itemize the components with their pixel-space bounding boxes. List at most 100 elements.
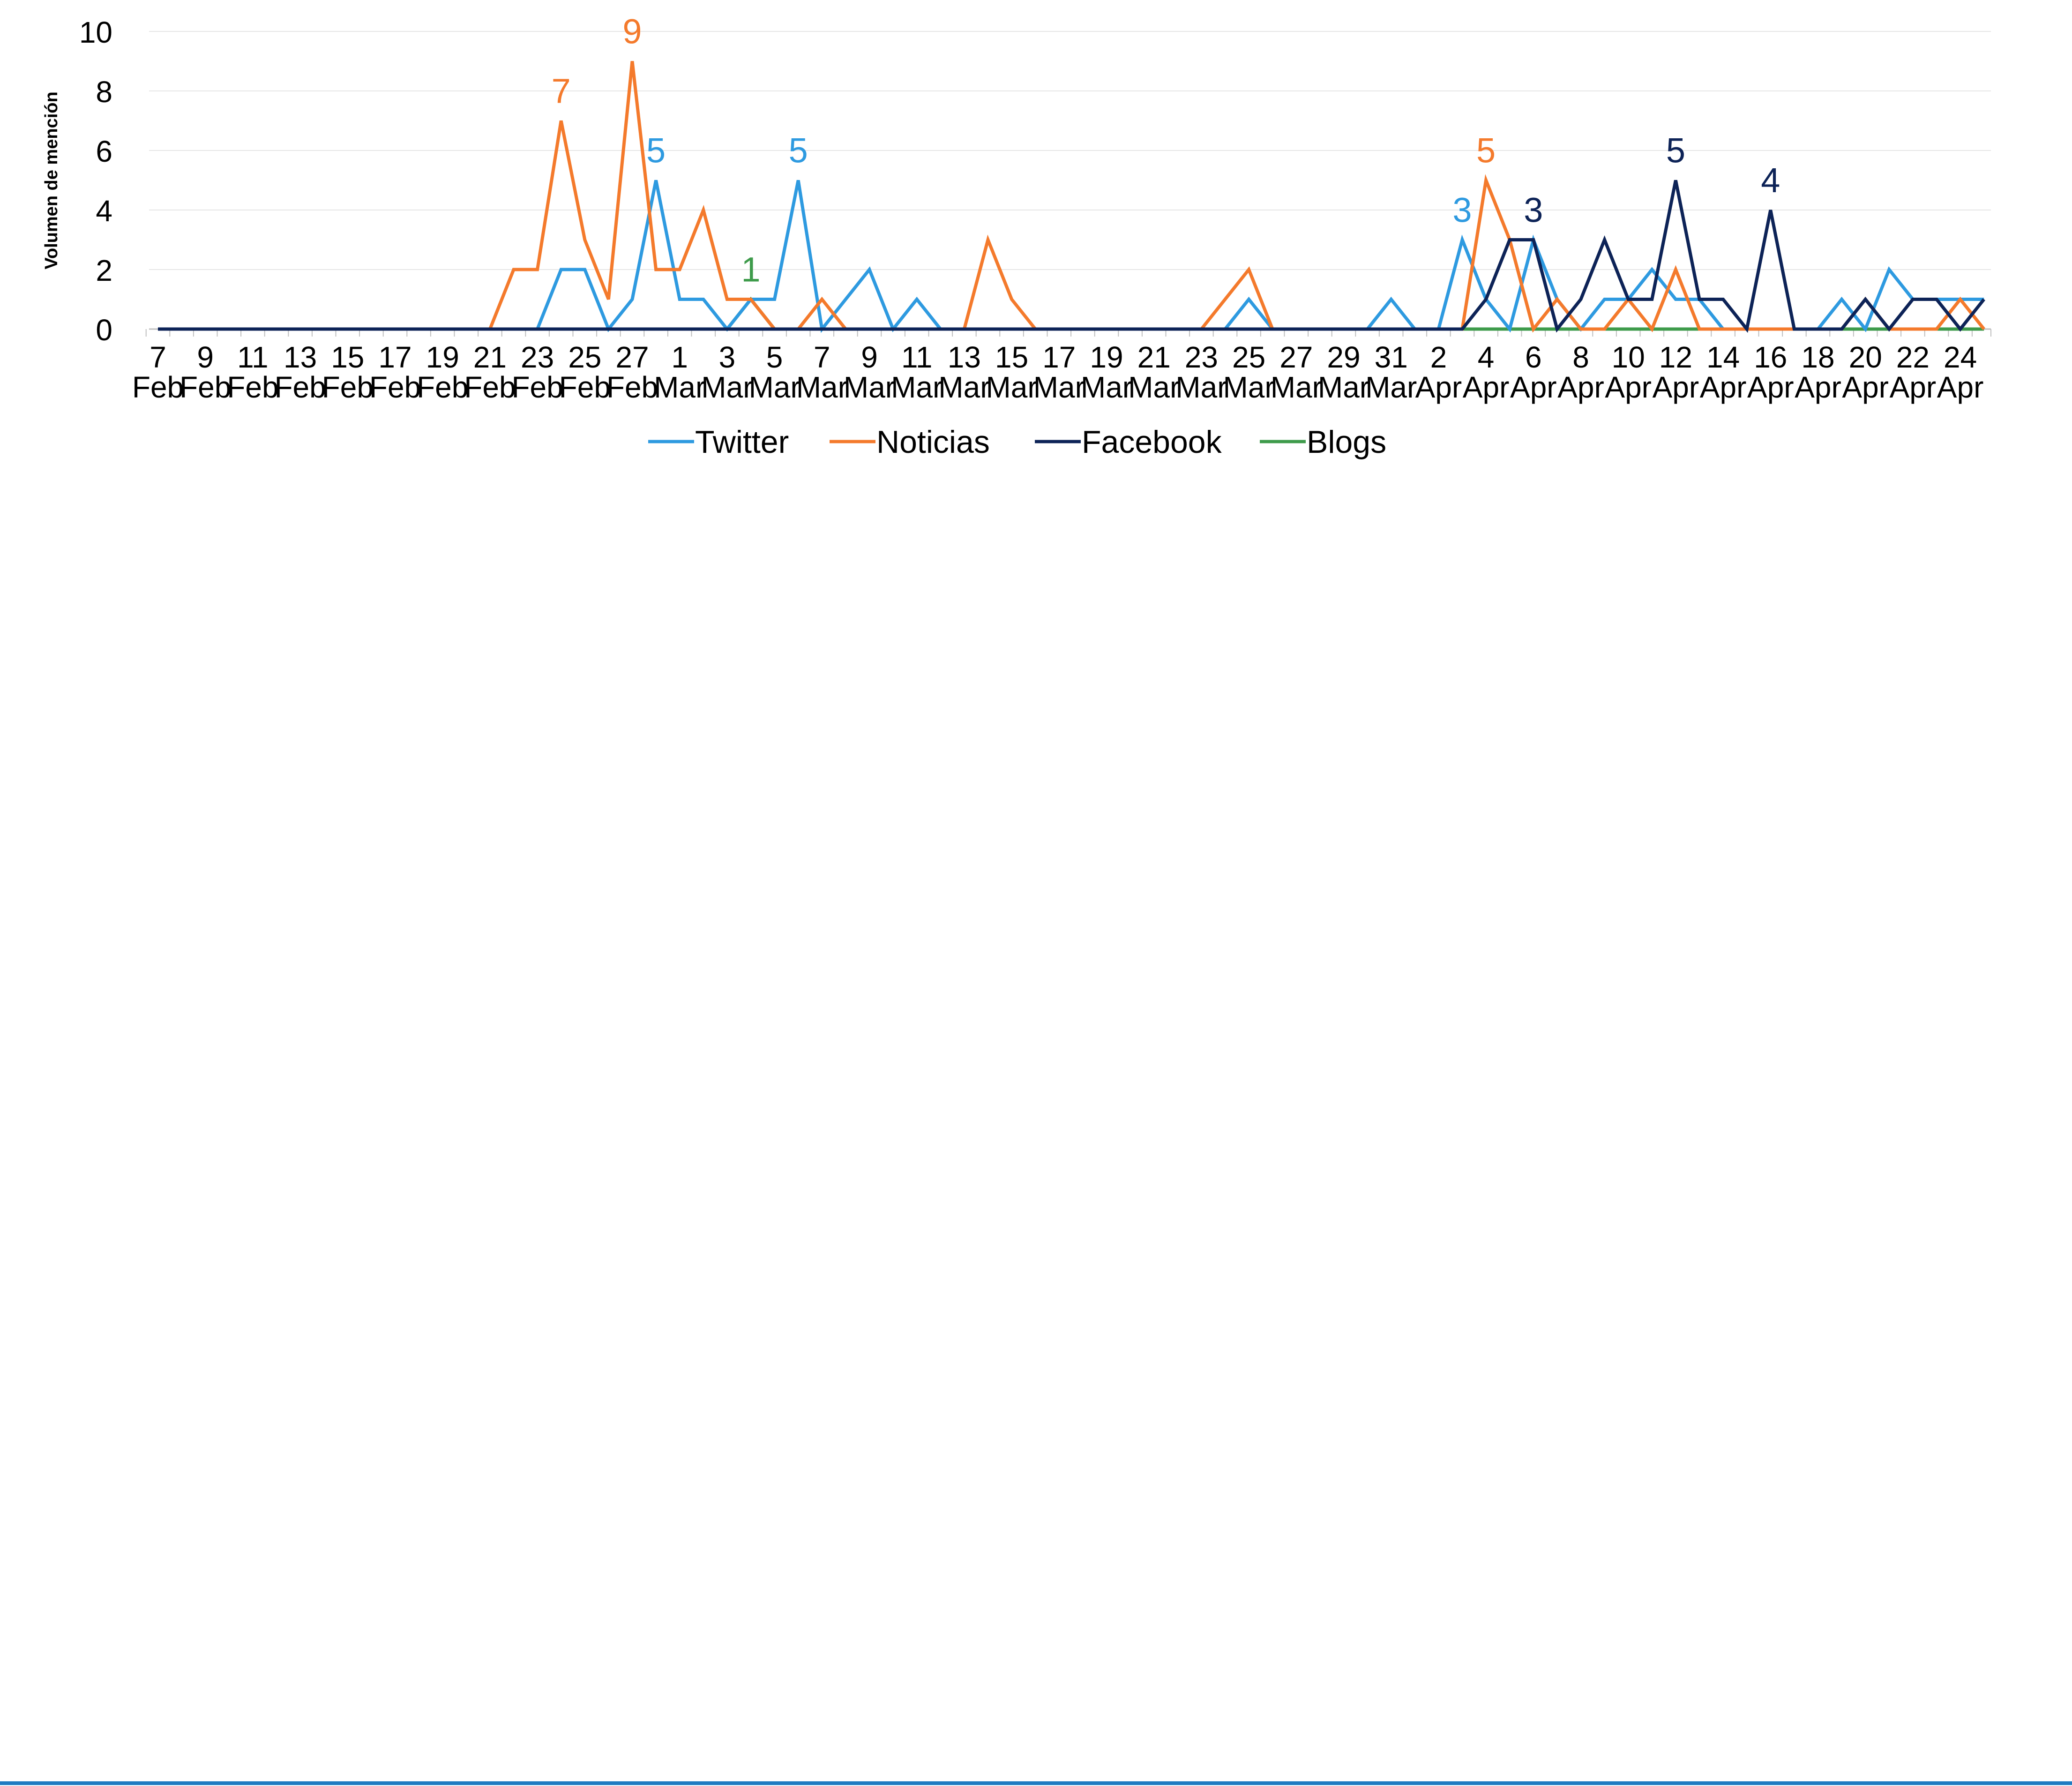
x-tick-month: Mar xyxy=(1223,370,1274,404)
x-tick-day: 11 xyxy=(901,340,932,374)
x-tick-month: Mar xyxy=(701,370,753,404)
x-tick-day: 7 xyxy=(150,340,166,374)
x-tick-month: Mar xyxy=(1318,370,1369,404)
y-axis-title: Volumen de mención xyxy=(42,91,61,269)
x-tick-month: Feb xyxy=(464,370,516,404)
x-tick-day: 4 xyxy=(1478,340,1495,374)
x-tick-month: Feb xyxy=(369,370,421,404)
x-tick-month: Feb xyxy=(322,370,374,404)
legend: Twitter Noticias Facebook Blogs xyxy=(648,424,1386,460)
x-tick-month: Mar xyxy=(1033,370,1085,404)
x-tick-month: Feb xyxy=(180,370,231,404)
x-tick-day: 12 xyxy=(1659,340,1692,374)
x-tick-month: Mar xyxy=(1271,370,1322,404)
x-tick-month: Apr xyxy=(1415,370,1462,404)
series-line-facebook xyxy=(158,180,1985,333)
x-tick-month: Feb xyxy=(274,370,326,404)
x-tick-month: Apr xyxy=(1605,370,1652,404)
x-tick-month: Apr xyxy=(1795,370,1841,404)
x-tick-day: 15 xyxy=(995,340,1028,374)
x-tick-day: 9 xyxy=(197,340,214,374)
x-tick-day: 15 xyxy=(331,340,364,374)
x-axis-ticks: 7Feb9Feb11Feb13Feb15Feb17Feb19Feb21Feb23… xyxy=(132,329,1991,404)
x-tick-day: 27 xyxy=(1279,340,1313,374)
x-tick-day: 11 xyxy=(237,340,268,374)
x-tick-month: Apr xyxy=(1463,370,1510,404)
x-tick-day: 5 xyxy=(766,340,783,374)
x-tick-month: Mar xyxy=(938,370,990,404)
x-tick-month: Mar xyxy=(796,370,848,404)
x-tick-month: Apr xyxy=(1557,370,1604,404)
x-tick-day: 17 xyxy=(378,340,411,374)
x-tick-day: 27 xyxy=(615,340,649,374)
x-tick-day: 7 xyxy=(814,340,830,374)
x-tick-month: Mar xyxy=(1365,370,1417,404)
x-tick-month: Feb xyxy=(417,370,468,404)
data-label-facebook: 4 xyxy=(1761,161,1780,200)
x-tick-month: Feb xyxy=(511,370,563,404)
data-label-twitter: 3 xyxy=(1452,191,1472,230)
x-tick-month: Feb xyxy=(132,370,184,404)
x-tick-month: Apr xyxy=(1890,370,1937,404)
x-tick-day: 8 xyxy=(1572,340,1589,374)
gridlines xyxy=(149,31,1991,270)
data-label-twitter: 5 xyxy=(789,131,808,170)
x-tick-day: 9 xyxy=(861,340,878,374)
x-tick-month: Mar xyxy=(1128,370,1180,404)
legend-label-blogs: Blogs xyxy=(1307,424,1386,460)
x-tick-day: 13 xyxy=(948,340,981,374)
data-label-noticias: 9 xyxy=(622,12,642,51)
x-tick-month: Mar xyxy=(1175,370,1227,404)
x-tick-month: Mar xyxy=(654,370,705,404)
data-label-noticias: 7 xyxy=(552,72,571,111)
x-tick-month: Apr xyxy=(1510,370,1557,404)
x-tick-day: 6 xyxy=(1525,340,1542,374)
x-tick-month: Mar xyxy=(1081,370,1132,404)
x-tick-month: Mar xyxy=(891,370,942,404)
x-tick-day: 1 xyxy=(671,340,688,374)
x-tick-day: 31 xyxy=(1375,340,1408,374)
legend-label-facebook: Facebook xyxy=(1082,424,1222,460)
legend-label-twitter: Twitter xyxy=(695,424,789,460)
x-tick-month: Feb xyxy=(559,370,611,404)
x-tick-month: Feb xyxy=(606,370,658,404)
data-label-blogs: 1 xyxy=(741,250,760,289)
x-tick-day: 21 xyxy=(473,340,507,374)
x-tick-day: 23 xyxy=(1185,340,1218,374)
y-tick-label: 2 xyxy=(96,254,112,287)
y-tick-label: 6 xyxy=(96,135,112,168)
x-tick-day: 22 xyxy=(1896,340,1930,374)
x-tick-day: 19 xyxy=(426,340,459,374)
x-tick-month: Mar xyxy=(844,370,895,404)
series-line-noticias xyxy=(158,61,1985,333)
x-tick-day: 14 xyxy=(1706,340,1740,374)
x-tick-month: Apr xyxy=(1747,370,1794,404)
x-tick-day: 18 xyxy=(1801,340,1834,374)
y-tick-label: 10 xyxy=(79,15,112,49)
x-tick-month: Apr xyxy=(1700,370,1747,404)
series-lines xyxy=(158,61,1985,333)
x-tick-day: 20 xyxy=(1849,340,1882,374)
data-label-facebook: 5 xyxy=(1666,131,1685,170)
x-tick-day: 2 xyxy=(1430,340,1447,374)
x-tick-day: 17 xyxy=(1042,340,1076,374)
data-label-twitter: 5 xyxy=(646,131,666,170)
x-tick-day: 21 xyxy=(1137,340,1171,374)
y-tick-label: 0 xyxy=(96,313,112,347)
x-tick-month: Apr xyxy=(1937,370,1984,404)
x-tick-day: 13 xyxy=(284,340,317,374)
x-tick-month: Apr xyxy=(1842,370,1889,404)
x-tick-day: 25 xyxy=(1232,340,1265,374)
y-axis-ticks: 0 2 4 6 8 10 xyxy=(79,15,112,347)
footer-rule xyxy=(0,1781,2072,1785)
x-tick-month: Mar xyxy=(748,370,800,404)
x-tick-month: Apr xyxy=(1653,370,1699,404)
x-tick-day: 24 xyxy=(1944,340,1977,374)
x-tick-day: 29 xyxy=(1327,340,1360,374)
data-label-facebook: 3 xyxy=(1524,191,1543,230)
legend-label-noticias: Noticias xyxy=(876,424,990,460)
y-tick-label: 4 xyxy=(96,194,112,228)
x-tick-month: Feb xyxy=(227,370,278,404)
